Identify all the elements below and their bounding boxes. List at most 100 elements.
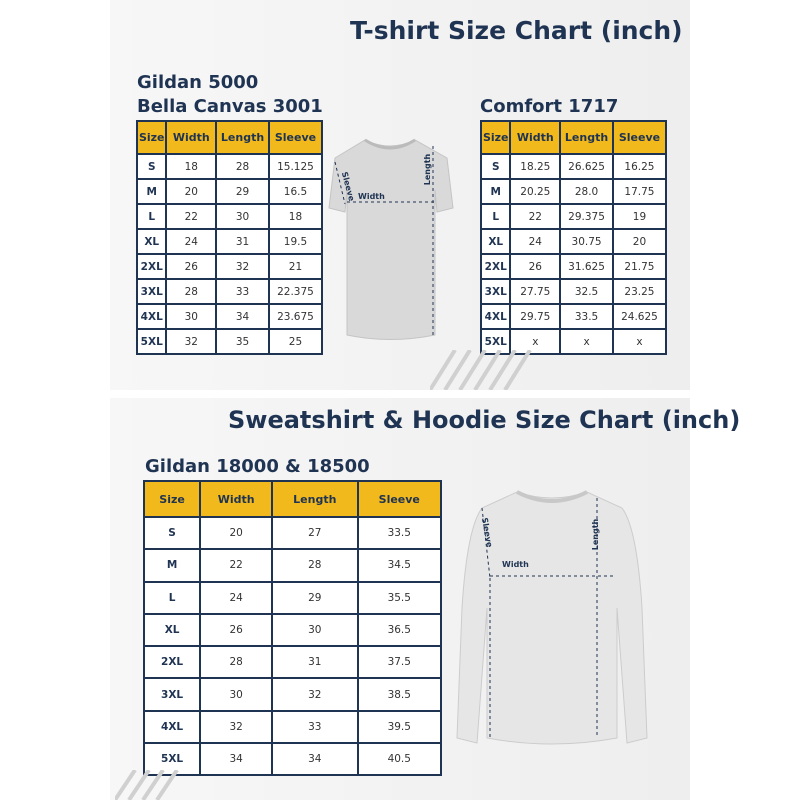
value-cell: 33.5 [356,515,443,551]
value-cell: 27.75 [509,278,562,305]
column-header-size: Size [135,120,168,155]
table-row: 2XL 26 32 21 [135,253,324,280]
value-cell: 28 [215,153,270,180]
value-cell: 16.25 [611,153,668,180]
table-row: S 18 28 15.125 [135,153,324,180]
table-row: L 22 30 18 [135,203,324,230]
value-cell: 30 [165,303,218,330]
value-cell: 32 [215,253,270,280]
value-cell: 29 [215,178,270,205]
value-cell: 24 [199,580,274,615]
table-row: XL 24 31 19.5 [135,228,324,255]
value-cell: 38.5 [356,677,443,712]
value-cell: 22 [509,203,562,230]
value-cell: 29.75 [509,303,562,330]
size-cell: 4XL [142,709,202,745]
size-cell: 5XL [135,328,168,355]
size-cell: M [135,178,168,205]
value-cell: 28 [271,548,359,583]
value-cell: 18 [267,203,324,230]
tshirt-title: T-shirt Size Chart (inch) [350,16,683,45]
table-row: 3XL 27.75 32.5 23.25 [479,278,668,305]
value-cell: 16.5 [267,178,324,205]
table-row: L 22 29.375 19 [479,203,668,230]
table-row: 4XL 30 34 23.675 [135,303,324,330]
value-cell: x [559,328,614,355]
table-row: XL 26 30 36.5 [142,612,443,648]
size-cell: XL [142,612,202,648]
value-cell: 20 [165,178,218,205]
value-cell: 37.5 [356,645,443,680]
size-cell: 4XL [135,303,168,330]
tshirt-size-table-gildan-bella: Size Width Length Sleeve S 18 28 15.125 M 20 29 16.… [135,120,324,355]
value-cell: 33.5 [559,303,614,330]
table-header-row: Size Width Length Sleeve [135,120,324,155]
value-cell: 29.375 [559,203,614,230]
table-row: L 24 29 35.5 [142,580,443,615]
value-cell: x [509,328,562,355]
value-cell: x [611,328,668,355]
size-cell: S [135,153,168,180]
table-row: S 20 27 33.5 [142,515,443,551]
value-cell: 21.75 [611,253,668,280]
left-table-heading-1: Gildan 5000 [137,72,259,93]
value-cell: 32.5 [559,278,614,305]
table-row: 5XL x x x [479,328,668,355]
value-cell: 20 [199,515,274,551]
table-row: 5XL 32 35 25 [135,328,324,355]
table-header-row: Size Width Length Sleeve [479,120,668,155]
sweatshirt-table-heading: Gildan 18000 & 18500 [145,456,370,477]
size-cell: 2XL [135,253,168,280]
value-cell: 40.5 [356,742,443,777]
table-row: 2XL 28 31 37.5 [142,645,443,680]
column-header-size: Size [479,120,512,155]
tshirt-length-label: Length [423,153,433,186]
sweatshirt-width-label: Width [502,560,529,569]
value-cell: 24 [165,228,218,255]
size-cell: 5XL [479,328,512,355]
value-cell: 33 [215,278,270,305]
size-cell: M [142,548,202,583]
column-header-sleeve: Sleeve [611,120,668,155]
value-cell: 17.75 [611,178,668,205]
column-header-width: Width [199,480,274,518]
table-row: 4XL 29.75 33.5 24.625 [479,303,668,330]
column-header-length: Length [559,120,614,155]
value-cell: 25 [267,328,324,355]
size-cell: L [135,203,168,230]
sweatshirt-title: Sweatshirt & Hoodie Size Chart (inch) [228,406,741,434]
value-cell: 19.5 [267,228,324,255]
value-cell: 28 [199,645,274,680]
value-cell: 24.625 [611,303,668,330]
value-cell: 26 [199,612,274,648]
size-cell: S [479,153,512,180]
value-cell: 26 [165,253,218,280]
column-header-size: Size [142,480,202,518]
value-cell: 39.5 [356,709,443,745]
value-cell: 34 [271,742,359,777]
value-cell: 15.125 [267,153,324,180]
value-cell: 26.625 [559,153,614,180]
decorative-stripes [430,350,532,390]
table-row: XL 24 30.75 20 [479,228,668,255]
size-cell: M [479,178,512,205]
size-cell: L [479,203,512,230]
tshirt-width-label: Width [358,192,385,201]
right-table-heading: Comfort 1717 [480,96,619,117]
value-cell: 35.5 [356,580,443,615]
size-cell: 2XL [142,645,202,680]
value-cell: 22 [199,548,274,583]
value-cell: 23.675 [267,303,324,330]
sweatshirt-length-label: Length [591,518,601,551]
table-row: 3XL 28 33 22.375 [135,278,324,305]
table-row: S 18.25 26.625 16.25 [479,153,668,180]
value-cell: 24 [509,228,562,255]
value-cell: 18.25 [509,153,562,180]
left-table-heading-2: Bella Canvas 3001 [137,96,323,117]
table-row: 4XL 32 33 39.5 [142,709,443,745]
value-cell: 34 [215,303,270,330]
value-cell: 35 [215,328,270,355]
value-cell: 28.0 [559,178,614,205]
size-cell: XL [135,228,168,255]
table-row: 2XL 26 31.625 21.75 [479,253,668,280]
